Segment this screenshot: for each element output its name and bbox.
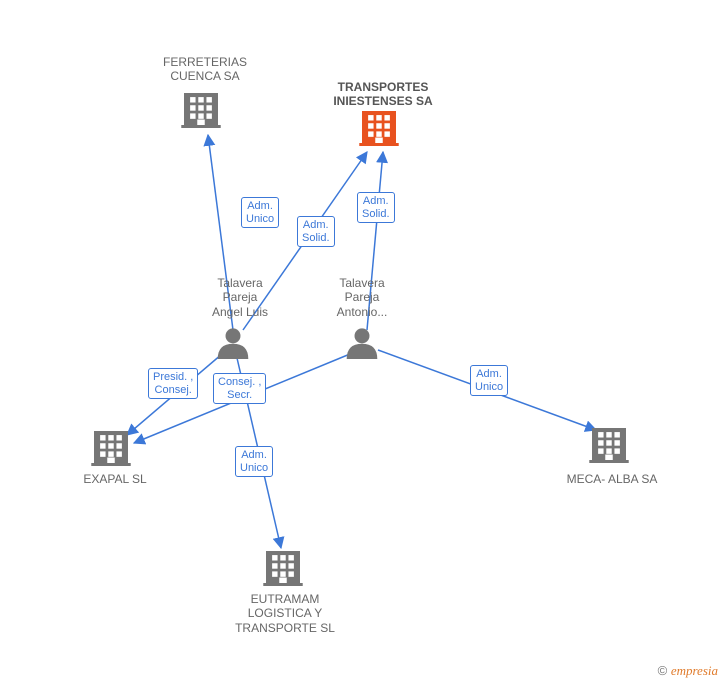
edge-label-angel-exapal: Presid. , Consej. [148,368,198,399]
edge-label-antonio-transportes: Adm. Solid. [357,192,395,223]
edge-label-antonio-meca: Adm. Unico [470,365,508,396]
footer: © empresia [658,663,718,679]
brand-name: empresia [671,663,718,678]
person-icon-antonio[interactable] [347,328,378,359]
edge-label-antonio-exapal: Consej. , Secr. [213,373,266,404]
node-label-antonio: Talavera Pareja Antonio... [322,276,402,319]
node-label-angel: Talavera Pareja Angel Luis [200,276,280,319]
edge-label-angel-eutramam: Adm. Unico [235,446,273,477]
node-label-eutramam: EUTRAMAM LOGISTICA Y TRANSPORTE SL [230,592,340,635]
node-label-ferreterias: FERRETERIAS CUENCA SA [160,55,250,84]
building-icon-transportes[interactable] [359,111,398,146]
edge-label-angel-transportes: Adm. Solid. [297,216,335,247]
building-icon-ferreterias[interactable] [181,93,220,128]
node-label-meca: MECA- ALBA SA [562,472,662,486]
building-icon-exapal[interactable] [91,431,130,466]
node-label-exapal: EXAPAL SL [80,472,150,486]
person-icon-angel[interactable] [218,328,249,359]
edge-label-angel-ferreterias: Adm. Unico [241,197,279,228]
building-icon-eutramam[interactable] [263,551,302,586]
node-label-transportes: TRANSPORTES INIESTENSES SA [328,80,438,109]
copyright-symbol: © [658,663,668,678]
building-icon-meca[interactable] [589,428,628,463]
